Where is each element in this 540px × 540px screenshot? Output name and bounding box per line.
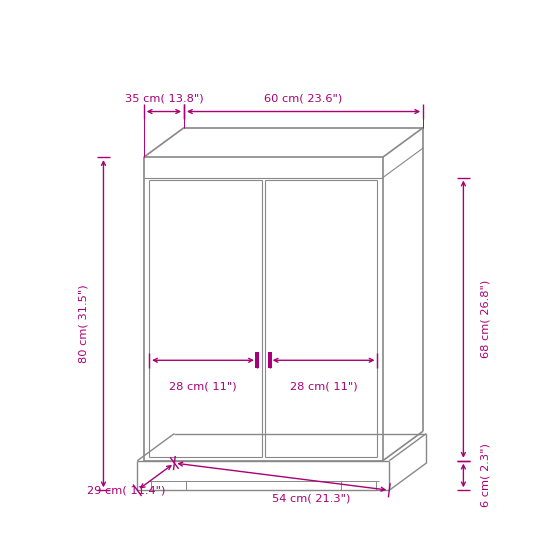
- Bar: [268, 352, 272, 368]
- Bar: [255, 352, 259, 368]
- Text: 80 cm( 31.5"): 80 cm( 31.5"): [78, 285, 88, 363]
- Text: 54 cm( 21.3"): 54 cm( 21.3"): [272, 493, 350, 503]
- Text: 35 cm( 13.8"): 35 cm( 13.8"): [125, 93, 203, 103]
- Text: 28 cm( 11"): 28 cm( 11"): [290, 381, 357, 391]
- Text: 6 cm( 2.3"): 6 cm( 2.3"): [481, 443, 491, 508]
- Text: 28 cm( 11"): 28 cm( 11"): [169, 381, 237, 391]
- Text: 29 cm( 11.4"): 29 cm( 11.4"): [87, 485, 165, 495]
- Text: 68 cm( 26.8"): 68 cm( 26.8"): [481, 280, 491, 358]
- Text: 60 cm( 23.6"): 60 cm( 23.6"): [265, 93, 343, 103]
